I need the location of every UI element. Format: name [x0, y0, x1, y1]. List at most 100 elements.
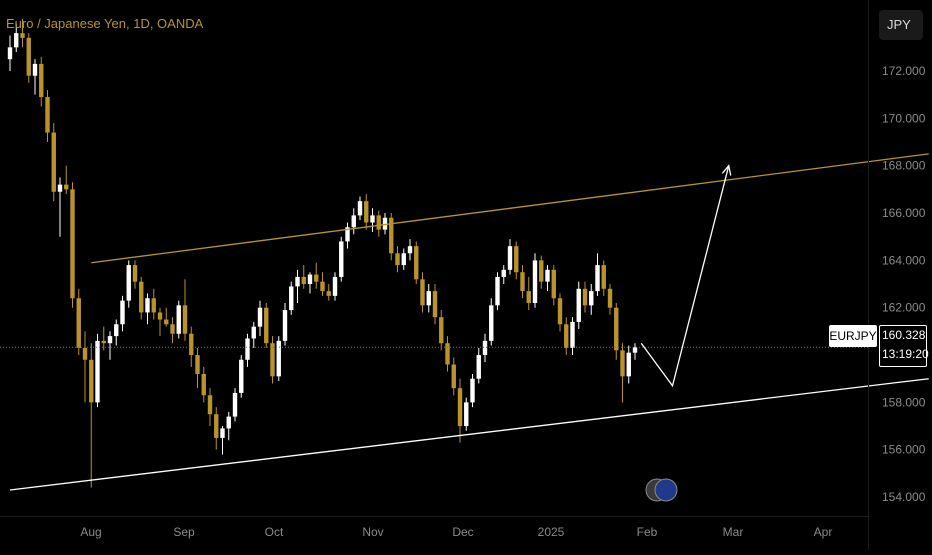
candle-body[interactable] [157, 312, 163, 320]
candle-body[interactable] [501, 269, 506, 277]
candle-body[interactable] [295, 276, 300, 287]
candle-body[interactable] [401, 253, 406, 266]
candle-body[interactable] [495, 276, 500, 306]
candle-body[interactable] [282, 310, 288, 341]
candle-body[interactable] [232, 392, 238, 417]
candle-body[interactable] [389, 217, 394, 254]
candle-body[interactable] [351, 215, 356, 228]
candle-body[interactable] [539, 260, 544, 282]
candle-body[interactable] [582, 288, 588, 306]
candle-body[interactable] [201, 373, 206, 396]
lower-trendline[interactable] [9, 378, 929, 491]
candle-body[interactable] [601, 265, 606, 289]
upper-trendline[interactable] [91, 153, 929, 264]
candle-body[interactable] [301, 276, 306, 285]
candle-body[interactable] [589, 291, 594, 306]
candle-body[interactable] [95, 340, 100, 403]
candle-body[interactable] [239, 359, 244, 393]
candle-body[interactable] [564, 324, 569, 348]
candle-body[interactable] [182, 305, 188, 334]
candle-body[interactable] [251, 326, 256, 339]
candle-body[interactable] [89, 359, 94, 403]
candle-body[interactable] [132, 265, 138, 282]
candle-body[interactable] [520, 272, 525, 292]
candle-body[interactable] [176, 305, 181, 334]
candle-body[interactable] [464, 402, 469, 427]
candle-body[interactable] [289, 286, 294, 311]
candle-body[interactable] [126, 265, 131, 301]
candle-body[interactable] [107, 336, 113, 344]
candle-body[interactable] [482, 340, 488, 356]
candle-body[interactable] [32, 63, 38, 76]
candle-body[interactable] [526, 291, 531, 303]
candle-body[interactable] [314, 274, 319, 282]
candle-body[interactable] [532, 260, 538, 303]
candle-body[interactable] [39, 63, 44, 98]
candle-body[interactable] [432, 291, 438, 318]
candle-body[interactable] [57, 184, 63, 192]
candle-body[interactable] [370, 215, 375, 223]
projection-path[interactable] [640, 165, 730, 388]
candle-body[interactable] [345, 227, 350, 242]
candle-body[interactable] [76, 298, 81, 348]
candle-body[interactable] [26, 37, 31, 76]
candle-body[interactable] [326, 291, 331, 296]
candle-body[interactable] [576, 288, 581, 322]
candle-body[interactable] [270, 343, 275, 377]
candle-body[interactable] [439, 317, 444, 344]
candle-body[interactable] [545, 269, 550, 282]
candle-body[interactable] [514, 246, 519, 273]
candle-body[interactable] [64, 184, 69, 190]
candle-body[interactable] [445, 343, 450, 365]
candle-body[interactable] [382, 217, 388, 230]
candle-body[interactable] [357, 201, 363, 216]
candle-body[interactable] [414, 246, 419, 280]
candle-body[interactable] [426, 291, 431, 306]
candle-body[interactable] [276, 340, 281, 377]
candle-body[interactable] [507, 246, 513, 270]
candle-body[interactable] [470, 378, 475, 403]
candle-body[interactable] [626, 352, 631, 377]
candle-body[interactable] [170, 324, 175, 334]
candle-body[interactable] [207, 395, 213, 415]
candle-body[interactable] [570, 321, 575, 348]
candle-body[interactable] [395, 253, 400, 266]
candle-body[interactable] [151, 298, 156, 313]
candle-body[interactable] [407, 246, 413, 254]
candle-body[interactable] [20, 33, 25, 38]
candle-body[interactable] [307, 274, 313, 285]
candle-body[interactable] [595, 265, 600, 292]
candle-body[interactable] [14, 33, 19, 48]
candle-body[interactable] [164, 319, 169, 325]
candle-body[interactable] [476, 355, 481, 379]
candle-body[interactable] [320, 281, 325, 292]
candle-body[interactable] [489, 305, 494, 341]
candle-body[interactable] [364, 201, 369, 223]
candle-body[interactable] [189, 333, 194, 356]
candle-body[interactable] [607, 288, 613, 308]
candle-body[interactable] [451, 364, 456, 389]
candle-body[interactable] [332, 276, 338, 296]
candle-body[interactable] [220, 428, 225, 438]
candle-body[interactable] [339, 241, 344, 277]
candle-body[interactable] [620, 350, 625, 377]
candle-body[interactable] [51, 132, 56, 192]
eu-flag-event-icon[interactable] [654, 478, 678, 502]
candle-body[interactable] [614, 307, 619, 351]
candle-body[interactable] [214, 414, 219, 438]
candle-body[interactable] [420, 279, 425, 306]
candle-body[interactable] [145, 298, 150, 313]
candle-body[interactable] [557, 298, 563, 325]
candle-body[interactable] [457, 388, 463, 427]
candle-body[interactable] [45, 97, 50, 133]
candle-body[interactable] [257, 307, 263, 327]
currency-button[interactable]: JPY [879, 10, 923, 40]
candle-body[interactable] [226, 416, 231, 429]
candle-body[interactable] [120, 300, 125, 325]
candle-body[interactable] [7, 47, 13, 60]
candle-body[interactable] [101, 340, 106, 344]
candle-body[interactable] [245, 338, 250, 360]
candle-body[interactable] [376, 215, 381, 230]
